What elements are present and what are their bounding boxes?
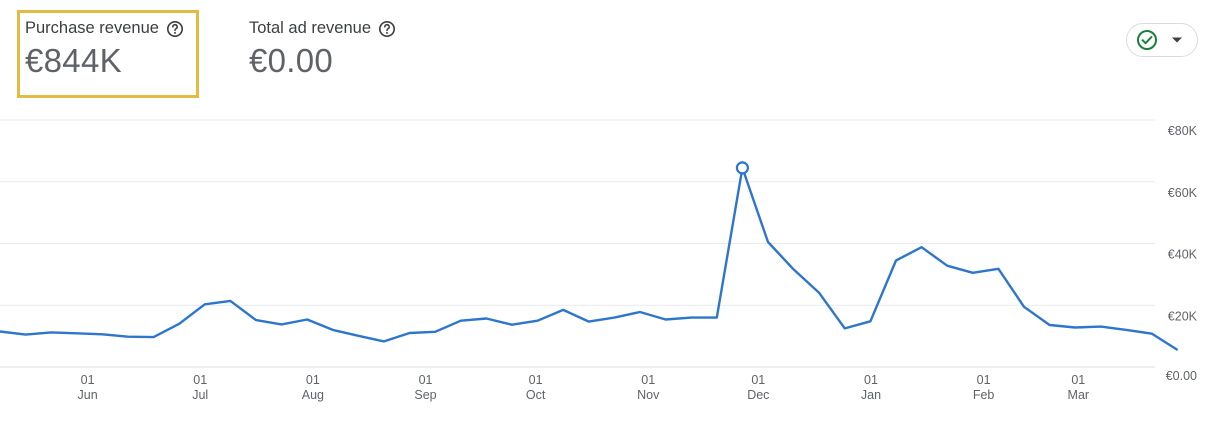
x-tick-month-label: Oct xyxy=(526,388,546,402)
y-tick-label: €60K xyxy=(1168,186,1198,200)
highlighted-data-point[interactable] xyxy=(735,161,750,175)
metric-value-purchase-revenue: €844K xyxy=(25,42,122,79)
metric-label-purchase-revenue: Purchase revenue xyxy=(25,19,159,37)
x-tick-day-label: 01 xyxy=(864,373,878,387)
x-tick-day-label: 01 xyxy=(529,373,543,387)
x-tick-month-label: Nov xyxy=(637,388,660,402)
x-tick-month-label: Jan xyxy=(861,388,881,402)
x-tick-month-label: Feb xyxy=(973,388,995,402)
x-tick-day-label: 01 xyxy=(419,373,433,387)
y-tick-label: €80K xyxy=(1168,124,1198,138)
metric-card-purchase-revenue[interactable]: Purchase revenue €844K xyxy=(17,10,199,98)
x-tick-day-label: 01 xyxy=(641,373,655,387)
y-axis-ticks: €0.00 €20K €40K €60K €80K xyxy=(1166,124,1198,383)
data-points xyxy=(735,161,750,175)
metric-card-total-ad-revenue[interactable]: Total ad revenue €0.00 xyxy=(249,10,449,98)
x-tick-day-label: 01 xyxy=(306,373,320,387)
x-tick-month-label: Sep xyxy=(414,388,436,402)
x-tick-day-label: 01 xyxy=(81,373,95,387)
y-tick-label: €0.00 xyxy=(1166,369,1197,383)
status-dropdown[interactable] xyxy=(1126,23,1198,57)
x-tick-day-label: 01 xyxy=(977,373,991,387)
x-tick-day-label: 01 xyxy=(193,373,207,387)
x-axis-ticks: 01Jun01Jul01Aug01Sep01Oct01Nov01Dec01Jan… xyxy=(78,373,1090,402)
x-tick-month-label: Aug xyxy=(302,388,324,402)
x-tick-day-label: 01 xyxy=(751,373,765,387)
help-icon[interactable] xyxy=(378,20,396,38)
x-tick-month-label: Jul xyxy=(192,388,208,402)
metric-value-total-ad-revenue: €0.00 xyxy=(249,42,334,79)
y-tick-label: €40K xyxy=(1168,248,1198,262)
chevron-down-icon xyxy=(1172,37,1182,43)
x-tick-day-label: 01 xyxy=(1071,373,1085,387)
check-circle-icon xyxy=(1137,30,1157,50)
metric-label-total-ad-revenue: Total ad revenue xyxy=(249,19,372,37)
x-tick-month-label: Jun xyxy=(78,388,98,402)
x-tick-month-label: Dec xyxy=(747,388,769,402)
x-tick-month-label: Mar xyxy=(1068,388,1090,402)
series-line-purchase-revenue xyxy=(0,166,1179,352)
grid-lines xyxy=(0,119,1155,368)
help-icon[interactable] xyxy=(166,20,184,38)
y-tick-label: €20K xyxy=(1168,309,1198,323)
